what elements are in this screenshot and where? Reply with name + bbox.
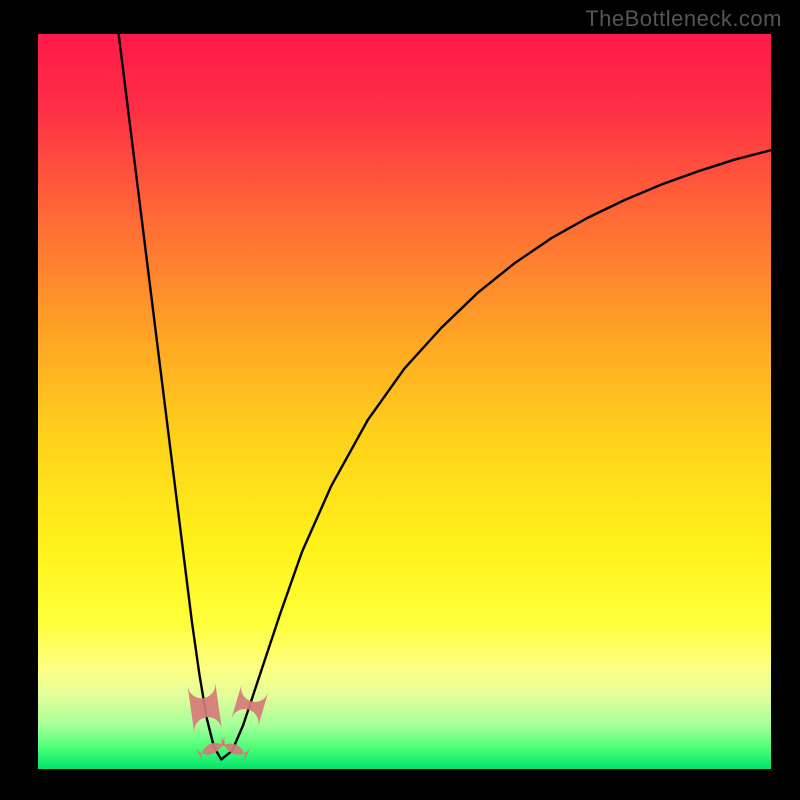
bottleneck-chart <box>38 34 771 769</box>
plot-area <box>38 34 771 769</box>
gradient-background <box>38 34 771 769</box>
chart-root: TheBottleneck.com <box>0 0 800 800</box>
watermark-text: TheBottleneck.com <box>585 6 782 32</box>
